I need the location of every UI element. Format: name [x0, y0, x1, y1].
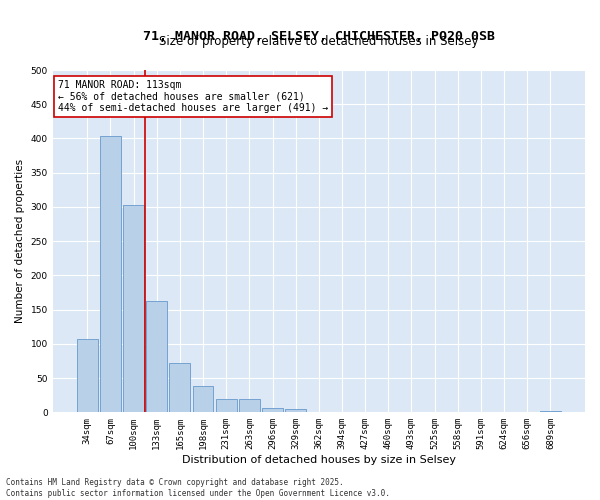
Bar [77, 339, 98, 412]
Text: Contains HM Land Registry data © Crown copyright and database right 2025.
Contai: Contains HM Land Registry data © Crown c… [6, 478, 390, 498]
Bar [193, 386, 214, 412]
Y-axis label: Number of detached properties: Number of detached properties [15, 159, 25, 323]
Bar [169, 363, 190, 412]
Bar [540, 411, 561, 412]
Bar [146, 300, 167, 412]
Title: Size of property relative to detached houses in Selsey: Size of property relative to detached ho… [159, 35, 479, 48]
Bar [262, 408, 283, 412]
Bar [239, 398, 260, 412]
Bar [123, 205, 144, 412]
Text: 71 MANOR ROAD: 113sqm
← 56% of detached houses are smaller (621)
44% of semi-det: 71 MANOR ROAD: 113sqm ← 56% of detached … [58, 80, 328, 114]
Bar [100, 136, 121, 412]
Text: 71, MANOR ROAD, SELSEY, CHICHESTER, PO20 0SB: 71, MANOR ROAD, SELSEY, CHICHESTER, PO20… [143, 30, 495, 43]
X-axis label: Distribution of detached houses by size in Selsey: Distribution of detached houses by size … [182, 455, 456, 465]
Bar [285, 409, 306, 412]
Bar [216, 398, 236, 412]
